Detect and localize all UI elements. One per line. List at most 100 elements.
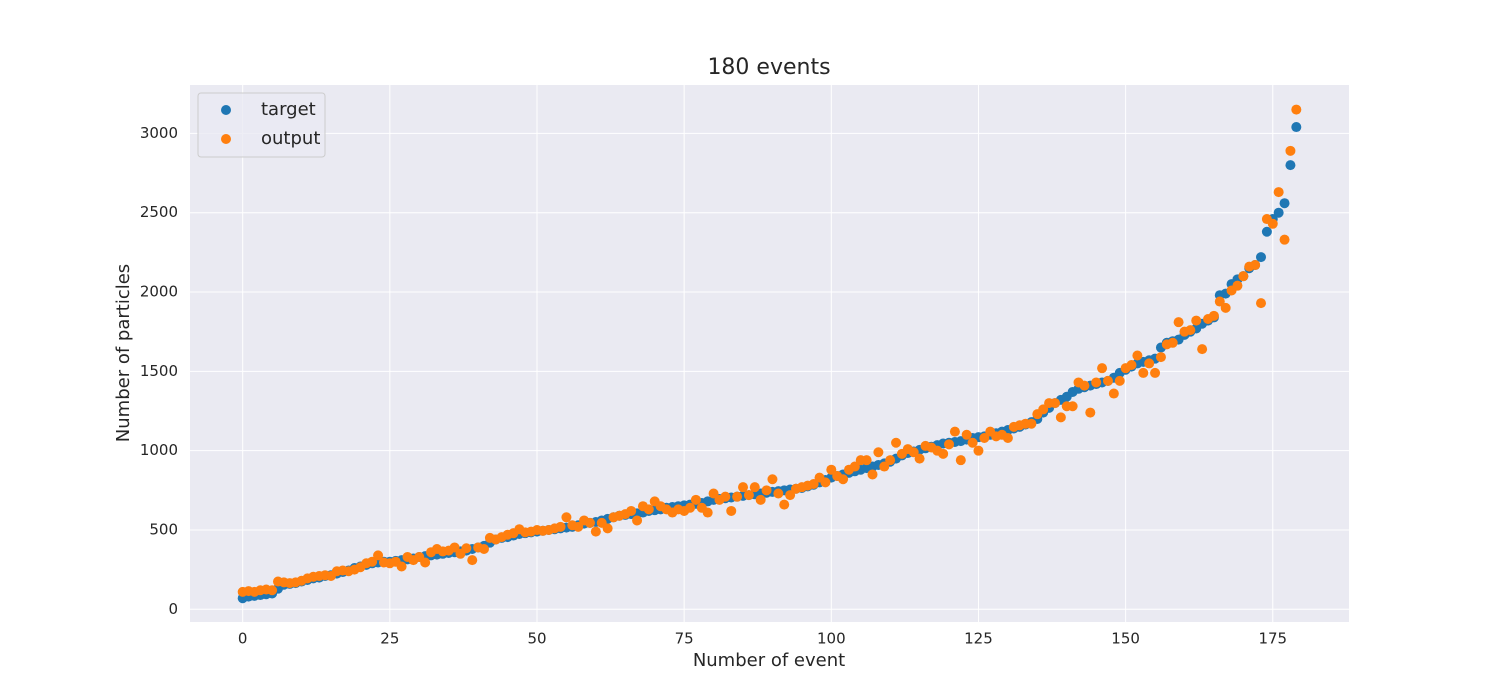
point [479,544,490,555]
point [449,542,460,553]
y-axis-label: Number of particles [113,264,134,442]
point [749,482,760,493]
point [767,474,778,485]
point [267,585,278,596]
point [1108,388,1119,399]
point [367,556,378,567]
point [967,437,978,448]
point [1238,271,1249,282]
point [1049,398,1060,409]
point [1291,104,1302,115]
point [873,447,884,458]
point [1232,280,1243,291]
point [1208,310,1219,321]
point [979,432,990,443]
y-tick-label: 2000 [140,283,178,301]
point [1167,337,1178,348]
point [820,477,831,488]
point [1055,412,1066,423]
point [1256,298,1267,309]
point [726,505,737,516]
point [785,490,796,501]
point [1273,207,1284,218]
point [779,499,790,510]
point [938,448,949,459]
point [738,482,749,493]
point [1091,377,1102,388]
point [420,557,431,568]
point [1285,145,1296,156]
legend-marker [221,105,231,115]
y-tick-label: 1000 [140,441,178,459]
x-tick-label: 50 [527,630,546,648]
point [961,429,972,440]
point [755,494,766,505]
point [1038,404,1049,415]
point [1002,432,1013,443]
point [1220,302,1231,313]
point [891,437,902,448]
point [955,455,966,466]
point [973,445,984,456]
point [396,561,407,572]
x-tick-label: 175 [1258,630,1287,648]
point [849,461,860,472]
point [861,455,872,466]
point [1214,296,1225,307]
point [879,461,890,472]
point [1261,226,1272,237]
x-axis-label: Number of event [693,650,845,671]
point [1291,122,1302,133]
point [632,515,643,526]
point [1279,234,1290,245]
point [732,491,743,502]
point [1285,160,1296,171]
point [685,502,696,513]
point [561,512,572,523]
x-tick-label: 125 [964,630,993,648]
point [808,478,819,489]
y-tick-label: 3000 [140,124,178,142]
point [1067,401,1078,412]
point [838,474,849,485]
point [643,504,654,515]
point [720,491,731,502]
point [1150,367,1161,378]
point [626,505,637,516]
point [1114,375,1125,386]
point [773,488,784,499]
point [743,490,754,501]
point [1132,350,1143,361]
point [908,447,919,458]
point [1256,252,1267,263]
x-tick-label: 100 [817,630,846,648]
point [1097,363,1108,374]
point [949,426,960,437]
point [885,455,896,466]
point [944,439,955,450]
point [1138,367,1149,378]
x-tick-label: 75 [675,630,694,648]
point [461,543,472,554]
point [1250,260,1261,271]
point [708,488,719,499]
point [602,523,613,534]
point [1267,218,1278,229]
point [584,517,595,528]
point [1126,360,1137,371]
y-tick-label: 500 [149,520,178,538]
point [1026,418,1037,429]
point [761,485,772,496]
x-tick-label: 0 [238,630,248,648]
point [1173,317,1184,328]
legend-label: output [261,128,320,149]
plot-area [190,85,1349,622]
point [467,555,478,566]
x-tick-label: 25 [380,630,399,648]
y-tick-label: 0 [168,600,178,618]
point [826,464,837,475]
point [1191,315,1202,326]
y-tick-label: 1500 [140,362,178,380]
point [1185,325,1196,336]
